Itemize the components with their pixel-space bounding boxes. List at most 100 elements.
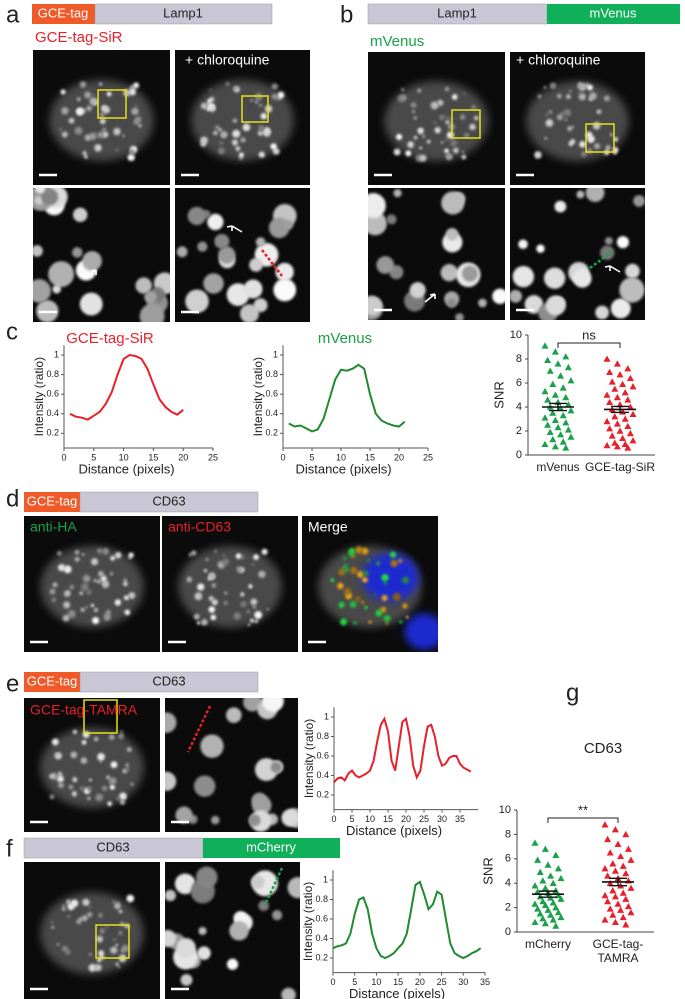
data-point — [562, 444, 570, 451]
vesicle — [87, 796, 91, 800]
vesicle — [401, 576, 410, 584]
channel-label: mVenus — [370, 33, 424, 50]
vesicle — [422, 134, 426, 138]
vesicle — [440, 264, 458, 282]
y-tick-label: 0 — [516, 449, 522, 461]
chart-title: GCE-tag-SiR — [66, 330, 154, 347]
vesicle — [74, 550, 80, 555]
data-point — [626, 403, 634, 410]
vesicle — [128, 556, 132, 559]
vesicle — [211, 599, 218, 606]
micrograph — [162, 516, 298, 652]
vesicle — [222, 558, 230, 566]
image-content — [165, 866, 300, 999]
bar-label: CD63 — [152, 673, 185, 688]
vesicle — [193, 613, 201, 620]
vesicle — [281, 809, 298, 827]
vesicle — [63, 565, 72, 574]
data-point — [539, 877, 547, 884]
vesicle — [125, 763, 129, 767]
vesicle — [605, 144, 611, 151]
data-point — [564, 401, 572, 408]
vesicle — [564, 118, 568, 122]
image-content — [40, 727, 144, 808]
data-point — [606, 879, 614, 886]
vesicle — [225, 707, 242, 723]
vesicle — [344, 563, 348, 567]
vesicle — [571, 125, 575, 129]
vesicle — [376, 561, 381, 566]
data-point — [547, 872, 555, 879]
data-point — [626, 429, 634, 437]
vesicle — [54, 752, 62, 760]
vesicle — [67, 915, 71, 918]
data-point — [549, 435, 557, 443]
vesicle — [224, 591, 228, 595]
data-point — [531, 918, 539, 926]
y-axis-label: Intensity (ratio) — [251, 357, 265, 436]
vesicle — [223, 600, 228, 605]
vesicle — [55, 753, 59, 757]
vesicle — [103, 613, 111, 621]
vesicle — [478, 298, 487, 308]
vesicle — [398, 558, 403, 563]
vesicle — [82, 574, 91, 583]
x-tick-label: 10 — [119, 452, 129, 462]
panel-label: f — [6, 835, 13, 862]
vesicle — [127, 153, 135, 162]
data-point — [541, 919, 549, 927]
vesicle — [283, 219, 294, 230]
data-point — [551, 443, 559, 450]
data-point — [557, 874, 565, 882]
vesicle — [88, 778, 92, 782]
vesicle — [453, 147, 459, 154]
data-point — [531, 839, 539, 846]
vesicle — [400, 94, 407, 101]
vesicle — [108, 734, 115, 740]
vesicle — [129, 149, 135, 155]
vesicle — [186, 576, 193, 583]
vesicle — [97, 570, 104, 577]
vesicle — [82, 251, 102, 271]
vesicle — [74, 126, 83, 135]
cell-body — [526, 81, 629, 162]
vesicle — [200, 618, 208, 626]
vesicle — [250, 598, 258, 606]
vesicle — [197, 583, 205, 591]
vesicle — [90, 558, 99, 566]
vesicle — [105, 926, 108, 929]
vesicle — [267, 608, 270, 611]
error-bar — [609, 877, 627, 887]
vesicle — [342, 566, 346, 569]
vesicle — [138, 124, 142, 128]
vesicle — [187, 206, 206, 226]
vesicle — [455, 313, 464, 320]
vesicle — [236, 566, 244, 573]
vesicle — [73, 207, 88, 223]
y-tick-label: 0 — [505, 926, 511, 938]
vesicle — [114, 599, 122, 606]
vesicle — [572, 269, 592, 288]
data-point — [552, 851, 560, 858]
vesicle — [248, 584, 253, 589]
data-point — [559, 438, 567, 445]
data-point — [624, 422, 632, 429]
micrograph — [24, 516, 160, 652]
vesicle — [229, 921, 249, 941]
data-point — [604, 872, 612, 879]
data-point — [621, 389, 629, 396]
vesicle — [252, 605, 257, 609]
vesicle — [106, 91, 112, 97]
vesicle — [376, 256, 395, 274]
profile-curve — [69, 353, 184, 421]
vesicle — [613, 137, 618, 142]
data-point — [541, 845, 549, 852]
data-point — [567, 407, 575, 414]
bar-label: GCE-tag — [27, 493, 78, 508]
chart-title: mVenus — [318, 330, 372, 347]
data-point — [549, 916, 557, 923]
vesicle — [609, 133, 613, 137]
data-point — [603, 441, 611, 449]
vesicle — [410, 102, 417, 109]
